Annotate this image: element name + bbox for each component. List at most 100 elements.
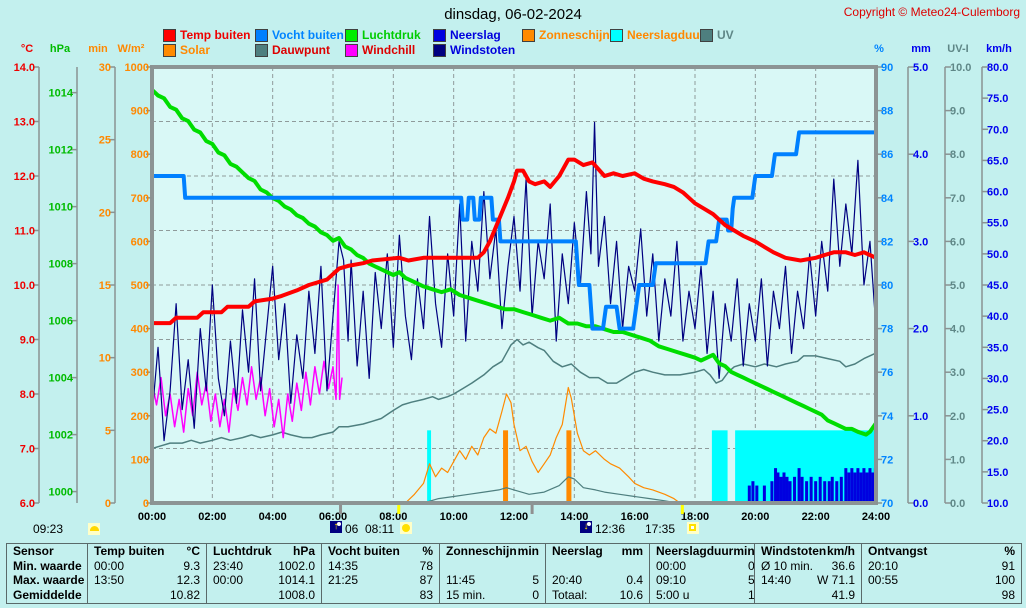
legend-label: Windstoten <box>450 43 516 57</box>
axis-tick-label-wm2: 100 <box>131 454 149 466</box>
axis-tick-label-pct: 78 <box>881 324 893 336</box>
cell-value: 98 <box>1001 588 1015 603</box>
series-neerslag <box>762 485 766 503</box>
axis-tick-label-wm2: 800 <box>131 149 149 161</box>
table-group-neerslag: Neerslag mm 20:40 0.4 Totaal: 10.6 <box>545 544 649 603</box>
cell-value: 0.4 <box>626 573 643 588</box>
group-header: Temp buiten °C <box>88 544 206 559</box>
series-neerslag <box>793 476 797 503</box>
series-neerslag <box>823 481 827 503</box>
series-neerslag <box>853 472 857 503</box>
table-group-temp-buiten: Temp buiten °C 00:00 9.3 13:50 12.3 10.82 <box>87 544 206 603</box>
legend-item-luchtdruk: Luchtdruk <box>345 28 421 42</box>
cell-time: 00:55 <box>868 573 899 588</box>
table-cell: 20:10 91 <box>862 559 1021 574</box>
legend-item-uv: UV <box>700 28 734 42</box>
cell-value: 1 <box>748 589 754 602</box>
axis-tick-label-uv: 5.0 <box>950 280 965 292</box>
table-cell: 10.82 <box>88 588 206 603</box>
legend-label: Temp buiten <box>180 28 251 42</box>
axis-header-min: min <box>88 43 108 55</box>
axis-tick-label-wm2: 600 <box>131 236 149 248</box>
group-unit: min <box>733 544 754 558</box>
axis-tick-label-hpa: 1014 <box>49 88 74 100</box>
axis-tick-label-wm2: 0 <box>143 498 149 510</box>
group-header: Neerslag mm <box>546 544 649 559</box>
axis-tick-label-kmh: 30.0 <box>987 373 1008 385</box>
axis-tick-label-pct: 86 <box>881 149 893 161</box>
legend-label: Solar <box>180 43 211 57</box>
legend-label: Dauwpunt <box>272 43 330 57</box>
cell-value: 83 <box>419 588 433 603</box>
table-cell: 13:50 12.3 <box>88 574 206 589</box>
group-unit: % <box>422 544 433 558</box>
series-neerslag <box>830 476 834 503</box>
cell-time: 00:00 <box>94 558 125 573</box>
x-tick-label: 04:00 <box>259 511 287 523</box>
table-cell: 00:55 100 <box>862 574 1021 589</box>
group-unit: km/h <box>826 544 855 558</box>
axis-tick-label-min: 25 <box>99 135 111 147</box>
axis-tick-label-hpa: 1008 <box>49 259 73 271</box>
axis-tick-label-min: 30 <box>99 62 111 74</box>
series-neerslagduur <box>711 430 728 503</box>
group-name: Vocht buiten <box>328 544 400 558</box>
series-luchtdruk <box>152 88 876 437</box>
x-tick-label: 00:00 <box>138 511 166 523</box>
series-neerslag <box>785 476 789 503</box>
legend-label: UV <box>717 28 734 42</box>
x-tick-label: 06:00 <box>319 511 347 523</box>
axis-tick-label-kmh: 15.0 <box>987 467 1008 479</box>
legend-item-zonneschijn: Zonneschijn <box>522 28 610 42</box>
axis-header-uv: UV-I <box>947 43 968 55</box>
cell-time: 23:40 <box>213 558 244 573</box>
axis-tick-label-pct: 70 <box>881 498 893 510</box>
legend-item-windstoten: Windstoten <box>433 43 515 57</box>
summary-table: Sensor Min. waarde Max. waarde Gemiddelde Te… <box>6 543 1022 604</box>
axis-tick-label-kmh: 70.0 <box>987 124 1008 136</box>
table-group-zonneschijn: Zonneschijn min 11:45 5 15 min. 0 <box>439 544 545 603</box>
legend-item-neerslagduur: Neerslagduur <box>610 28 704 42</box>
series-uv <box>423 476 678 503</box>
axis-tick-label-pct: 82 <box>881 236 893 248</box>
series-neerslag <box>809 476 813 503</box>
table-cell: Totaal: 10.6 <box>546 588 649 603</box>
axis-tick-label-hpa: 1000 <box>49 487 73 499</box>
group-header: Ontvangst% <box>862 544 1021 559</box>
x-tick-label: 08:00 <box>379 511 407 523</box>
series-neerslag <box>835 481 839 503</box>
x-tick-label: 14:00 <box>560 511 588 523</box>
row-label: Gemiddelde <box>13 588 82 603</box>
legend-swatch <box>522 28 535 42</box>
series-vocht-buiten <box>152 130 876 331</box>
axis-tick-label-pct: 72 <box>881 454 893 466</box>
table-row-labels: Sensor Min. waarde Max. waarde Gemiddelde <box>7 544 87 603</box>
series-neerslag <box>797 468 801 503</box>
cell-value: 5 <box>532 573 539 588</box>
group-unit: hPa <box>292 544 315 558</box>
axis-tick-label-wm2: 500 <box>131 280 149 292</box>
legend-swatch <box>345 28 358 42</box>
group-header: Windstoten km/h <box>755 544 861 559</box>
axis-tick-label-hpa: 1004 <box>49 373 74 385</box>
group-name: Temp buiten <box>94 544 165 558</box>
series-zonneschijn <box>503 430 509 503</box>
axis-tick-label-pct: 80 <box>881 280 893 292</box>
axis-tick-label-kmh: 65.0 <box>987 155 1008 167</box>
table-cell: 21:25 87 <box>322 574 439 589</box>
series-neerslag <box>868 468 872 503</box>
group-name: Luchtdruk <box>213 544 272 558</box>
group-unit: mm <box>621 544 643 558</box>
table-cell <box>440 559 545 574</box>
axis-tick-label-wm2: 300 <box>131 367 149 379</box>
legend-label: Neerslagduur <box>627 28 705 42</box>
series-neerslag <box>814 481 818 503</box>
group-unit: °C <box>186 544 200 558</box>
axis-tick-label-mm: 0.0 <box>913 498 928 510</box>
series-temp-buiten <box>152 157 876 326</box>
cell-time: 20:40 <box>552 573 583 588</box>
axis-tick-label-uv: 6.0 <box>950 236 965 248</box>
x-tick-label: 10:00 <box>440 511 468 523</box>
axis-tick-label-wm2: 400 <box>131 324 149 336</box>
